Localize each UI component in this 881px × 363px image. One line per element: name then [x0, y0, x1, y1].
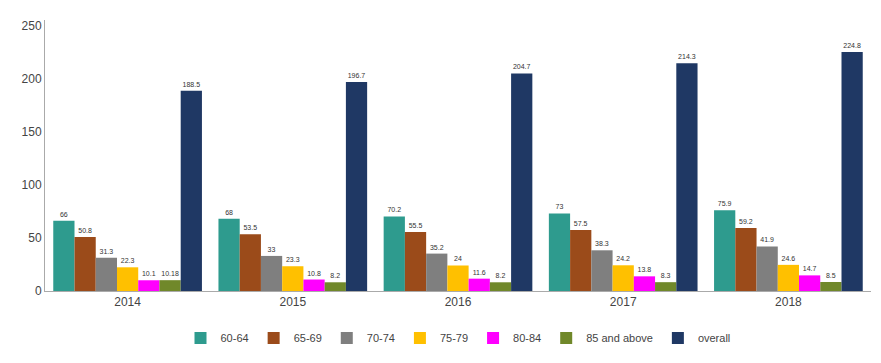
- svg-text:150: 150: [22, 125, 42, 139]
- svg-text:68: 68: [225, 209, 233, 216]
- svg-text:50.8: 50.8: [78, 227, 92, 234]
- svg-text:65-69: 65-69: [294, 332, 322, 344]
- svg-text:31.3: 31.3: [99, 248, 113, 255]
- svg-text:23.3: 23.3: [286, 256, 300, 263]
- svg-text:224.8: 224.8: [843, 42, 861, 49]
- svg-text:100: 100: [22, 178, 42, 192]
- svg-text:188.5: 188.5: [183, 81, 201, 88]
- svg-text:70.2: 70.2: [387, 206, 401, 213]
- svg-text:overall: overall: [698, 332, 730, 344]
- svg-text:24: 24: [454, 255, 462, 262]
- svg-text:50: 50: [28, 231, 42, 245]
- svg-text:66: 66: [60, 211, 68, 218]
- svg-text:59.2: 59.2: [739, 218, 753, 225]
- svg-text:80-84: 80-84: [513, 332, 541, 344]
- svg-text:2016: 2016: [445, 295, 472, 309]
- svg-text:8.2: 8.2: [496, 272, 506, 279]
- svg-text:196.7: 196.7: [348, 72, 366, 79]
- svg-text:250: 250: [22, 19, 42, 33]
- svg-text:60-64: 60-64: [221, 332, 249, 344]
- svg-text:8.3: 8.3: [661, 272, 671, 279]
- svg-text:2018: 2018: [775, 295, 802, 309]
- svg-text:24.2: 24.2: [616, 255, 630, 262]
- svg-text:75-79: 75-79: [440, 332, 468, 344]
- svg-text:85 and above: 85 and above: [586, 332, 653, 344]
- svg-text:214.3: 214.3: [678, 53, 696, 60]
- svg-text:75.9: 75.9: [718, 200, 732, 207]
- svg-text:0: 0: [35, 284, 42, 298]
- svg-text:200: 200: [22, 72, 42, 86]
- svg-text:24.6: 24.6: [782, 255, 796, 262]
- svg-text:70-74: 70-74: [367, 332, 395, 344]
- svg-text:8.5: 8.5: [826, 272, 836, 279]
- svg-text:10.1: 10.1: [142, 270, 156, 277]
- svg-text:35.2: 35.2: [430, 244, 444, 251]
- svg-text:41.9: 41.9: [760, 236, 774, 243]
- svg-text:11.6: 11.6: [473, 269, 486, 276]
- svg-text:2017: 2017: [610, 295, 637, 309]
- svg-text:204.7: 204.7: [513, 63, 531, 70]
- svg-text:57.5: 57.5: [574, 220, 588, 227]
- svg-text:38.3: 38.3: [595, 240, 609, 247]
- svg-text:2015: 2015: [279, 295, 306, 309]
- svg-text:10.8: 10.8: [307, 270, 321, 277]
- svg-text:53.5: 53.5: [243, 224, 257, 231]
- svg-text:55.5: 55.5: [409, 222, 423, 229]
- svg-text:33: 33: [268, 246, 276, 253]
- svg-text:8.2: 8.2: [330, 272, 340, 279]
- svg-text:10.18: 10.18: [161, 270, 179, 277]
- svg-text:14.7: 14.7: [803, 265, 817, 272]
- svg-text:73: 73: [556, 203, 564, 210]
- svg-text:2014: 2014: [114, 295, 141, 309]
- svg-text:13.8: 13.8: [638, 266, 652, 273]
- svg-text:22.3: 22.3: [121, 257, 135, 264]
